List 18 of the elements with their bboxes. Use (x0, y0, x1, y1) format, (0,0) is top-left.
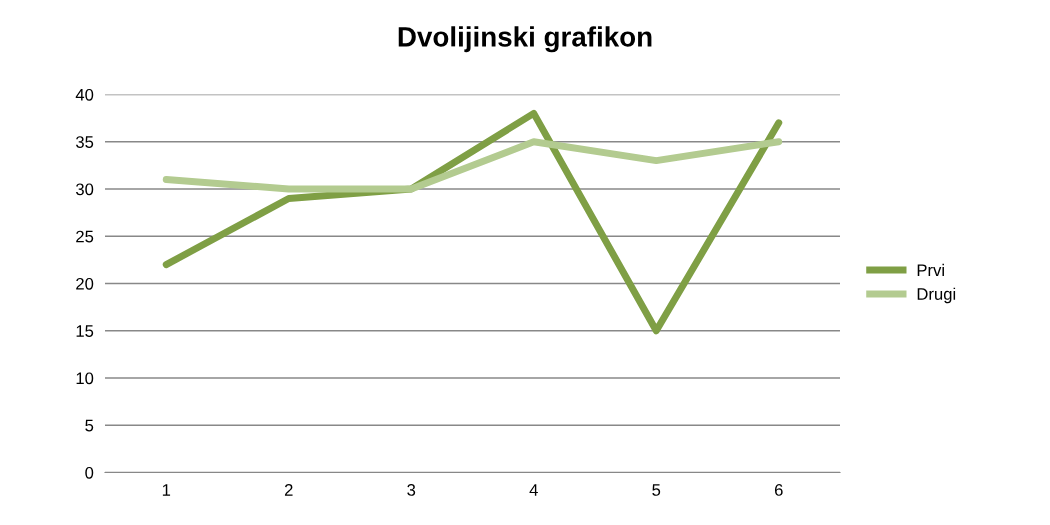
legend-label: Drugi (917, 287, 956, 304)
y-tick-label: 15 (76, 325, 94, 337)
x-tick-label: 5 (652, 484, 661, 496)
y-tick-label: 35 (75, 136, 94, 148)
x-tick-label: 3 (407, 484, 416, 496)
x-tick-label: 4 (529, 484, 538, 496)
y-tick-label: 0 (85, 466, 94, 479)
y-tick-label: 30 (75, 183, 94, 196)
chart-title: Dvolijinski grafikon (398, 26, 652, 53)
y-tick-label: 10 (76, 372, 94, 385)
x-tick-label: 1 (162, 484, 171, 496)
y-tick-label: 5 (85, 419, 94, 432)
x-tick-label: 2 (284, 484, 293, 496)
x-tick-label: 6 (774, 484, 783, 496)
y-tick-label: 20 (76, 277, 94, 290)
legend-label: Prvi (917, 263, 944, 276)
y-tick-label: 25 (76, 230, 94, 243)
y-tick-label: 40 (75, 88, 94, 101)
